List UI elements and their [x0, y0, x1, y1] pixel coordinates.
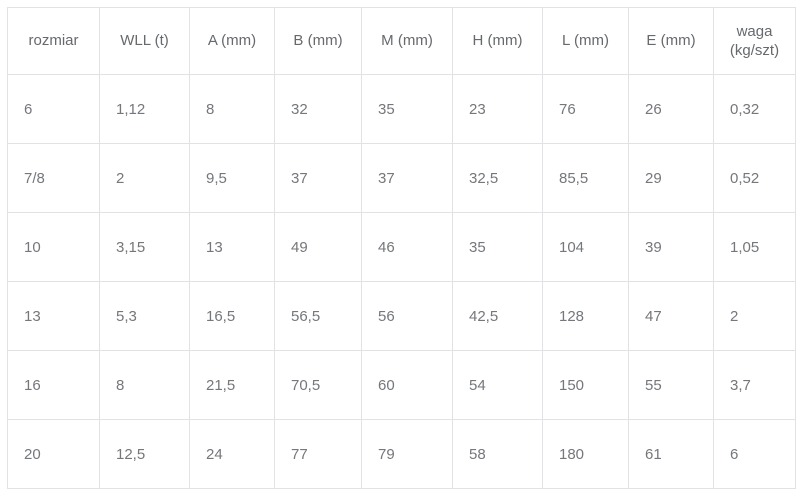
table-cell: 13: [7, 281, 100, 351]
column-header-rozmiar: rozmiar: [7, 7, 100, 75]
table-cell: 8: [189, 74, 275, 144]
table-cell: 55: [628, 350, 714, 420]
table-cell: 35: [361, 74, 453, 144]
table-cell: 32,5: [452, 143, 543, 213]
table-cell: 7/8: [7, 143, 100, 213]
table-cell: 49: [274, 212, 362, 282]
table-cell: 16,5: [189, 281, 275, 351]
table-cell: 5,3: [99, 281, 190, 351]
table-cell: 42,5: [452, 281, 543, 351]
table-cell: 26: [628, 74, 714, 144]
table-cell: 104: [542, 212, 629, 282]
table-cell: 6: [713, 419, 796, 489]
table-cell: 13: [189, 212, 275, 282]
table-cell: 0,32: [713, 74, 796, 144]
table-cell: 58: [452, 419, 543, 489]
table-cell: 39: [628, 212, 714, 282]
table-cell: 76: [542, 74, 629, 144]
table-cell: 0,52: [713, 143, 796, 213]
table-cell: 77: [274, 419, 362, 489]
table-row: 6 1,12 8 32 35 23 76 26 0,32: [7, 74, 796, 144]
spec-table-container: rozmiar WLL (t) A (mm) B (mm) M (mm) H (mm) L …: [7, 7, 796, 489]
table-cell: 79: [361, 419, 453, 489]
table-cell: 3,15: [99, 212, 190, 282]
table-cell: 37: [274, 143, 362, 213]
column-header-m-mm: M (mm): [361, 7, 453, 75]
table-cell: 21,5: [189, 350, 275, 420]
table-cell: 46: [361, 212, 453, 282]
table-cell: 70,5: [274, 350, 362, 420]
table-cell: 3,7: [713, 350, 796, 420]
column-header-waga-kg-szt: waga (kg/szt): [713, 7, 796, 75]
table-cell: 12,5: [99, 419, 190, 489]
column-header-wll-t: WLL (t): [99, 7, 190, 75]
table-cell: 20: [7, 419, 100, 489]
table-cell: 10: [7, 212, 100, 282]
table-cell: 150: [542, 350, 629, 420]
table-cell: 2: [99, 143, 190, 213]
table-cell: 8: [99, 350, 190, 420]
table-cell: 85,5: [542, 143, 629, 213]
table-cell: 54: [452, 350, 543, 420]
table-header-row: rozmiar WLL (t) A (mm) B (mm) M (mm) H (mm) L …: [7, 7, 796, 75]
table-cell: 60: [361, 350, 453, 420]
column-header-e-mm: E (mm): [628, 7, 714, 75]
table-cell: 47: [628, 281, 714, 351]
table-cell: 23: [452, 74, 543, 144]
column-header-h-mm: H (mm): [452, 7, 543, 75]
table-cell: 6: [7, 74, 100, 144]
table-row: 16 8 21,5 70,5 60 54 150 55 3,7: [7, 350, 796, 420]
table-cell: 1,05: [713, 212, 796, 282]
table-cell: 128: [542, 281, 629, 351]
table-cell: 16: [7, 350, 100, 420]
table-cell: 61: [628, 419, 714, 489]
column-header-a-mm: A (mm): [189, 7, 275, 75]
table-cell: 2: [713, 281, 796, 351]
table-cell: 1,12: [99, 74, 190, 144]
column-header-l-mm: L (mm): [542, 7, 629, 75]
column-header-b-mm: B (mm): [274, 7, 362, 75]
table-body: 6 1,12 8 32 35 23 76 26 0,32 7/8 2 9,5 37 37 32,5 85,5 2…: [7, 74, 796, 489]
table-row: 13 5,3 16,5 56,5 56 42,5 128 47 2: [7, 281, 796, 351]
table-cell: 9,5: [189, 143, 275, 213]
table-cell: 32: [274, 74, 362, 144]
table-cell: 35: [452, 212, 543, 282]
table-cell: 56: [361, 281, 453, 351]
table-row: 20 12,5 24 77 79 58 180 61 6: [7, 419, 796, 489]
table-cell: 24: [189, 419, 275, 489]
table-row: 10 3,15 13 49 46 35 104 39 1,05: [7, 212, 796, 282]
spec-table: rozmiar WLL (t) A (mm) B (mm) M (mm) H (mm) L …: [7, 7, 796, 489]
table-cell: 37: [361, 143, 453, 213]
table-cell: 56,5: [274, 281, 362, 351]
table-cell: 29: [628, 143, 714, 213]
table-cell: 180: [542, 419, 629, 489]
table-row: 7/8 2 9,5 37 37 32,5 85,5 29 0,52: [7, 143, 796, 213]
